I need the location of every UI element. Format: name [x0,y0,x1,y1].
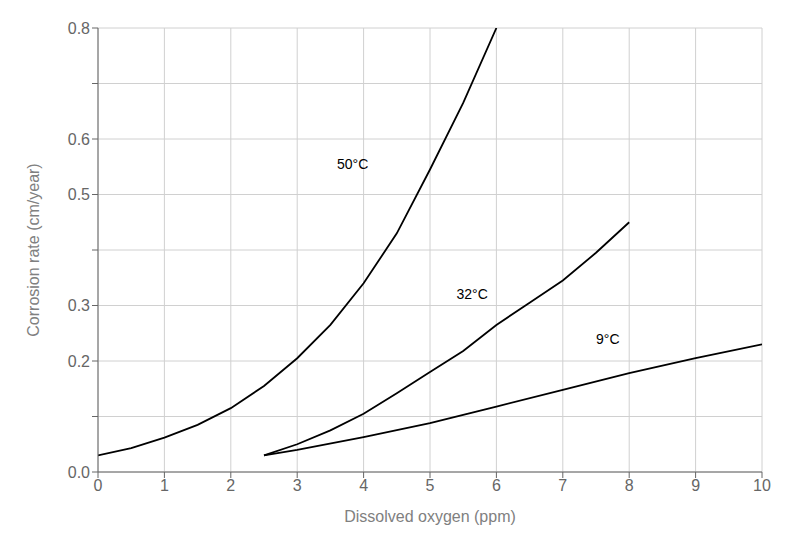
svg-text:Corrosion rate (cm/year): Corrosion rate (cm/year) [25,163,42,336]
svg-text:8: 8 [625,477,634,494]
svg-text:0.6: 0.6 [68,131,90,148]
svg-text:1: 1 [160,477,169,494]
svg-text:0: 0 [94,477,103,494]
svg-text:10: 10 [753,477,771,494]
svg-text:Dissolved oxygen (ppm): Dissolved oxygen (ppm) [344,508,516,525]
svg-text:4: 4 [359,477,368,494]
svg-text:0.0: 0.0 [68,464,90,481]
svg-text:9: 9 [691,477,700,494]
svg-text:5: 5 [426,477,435,494]
svg-text:32°C: 32°C [457,286,488,302]
svg-text:50°C: 50°C [337,156,368,172]
svg-text:0.3: 0.3 [68,297,90,314]
svg-text:7: 7 [558,477,567,494]
svg-text:0.8: 0.8 [68,20,90,37]
svg-text:6: 6 [492,477,501,494]
svg-text:9°C: 9°C [596,331,620,347]
svg-text:2: 2 [226,477,235,494]
svg-text:0.2: 0.2 [68,353,90,370]
svg-text:3: 3 [293,477,302,494]
svg-text:0.5: 0.5 [68,186,90,203]
